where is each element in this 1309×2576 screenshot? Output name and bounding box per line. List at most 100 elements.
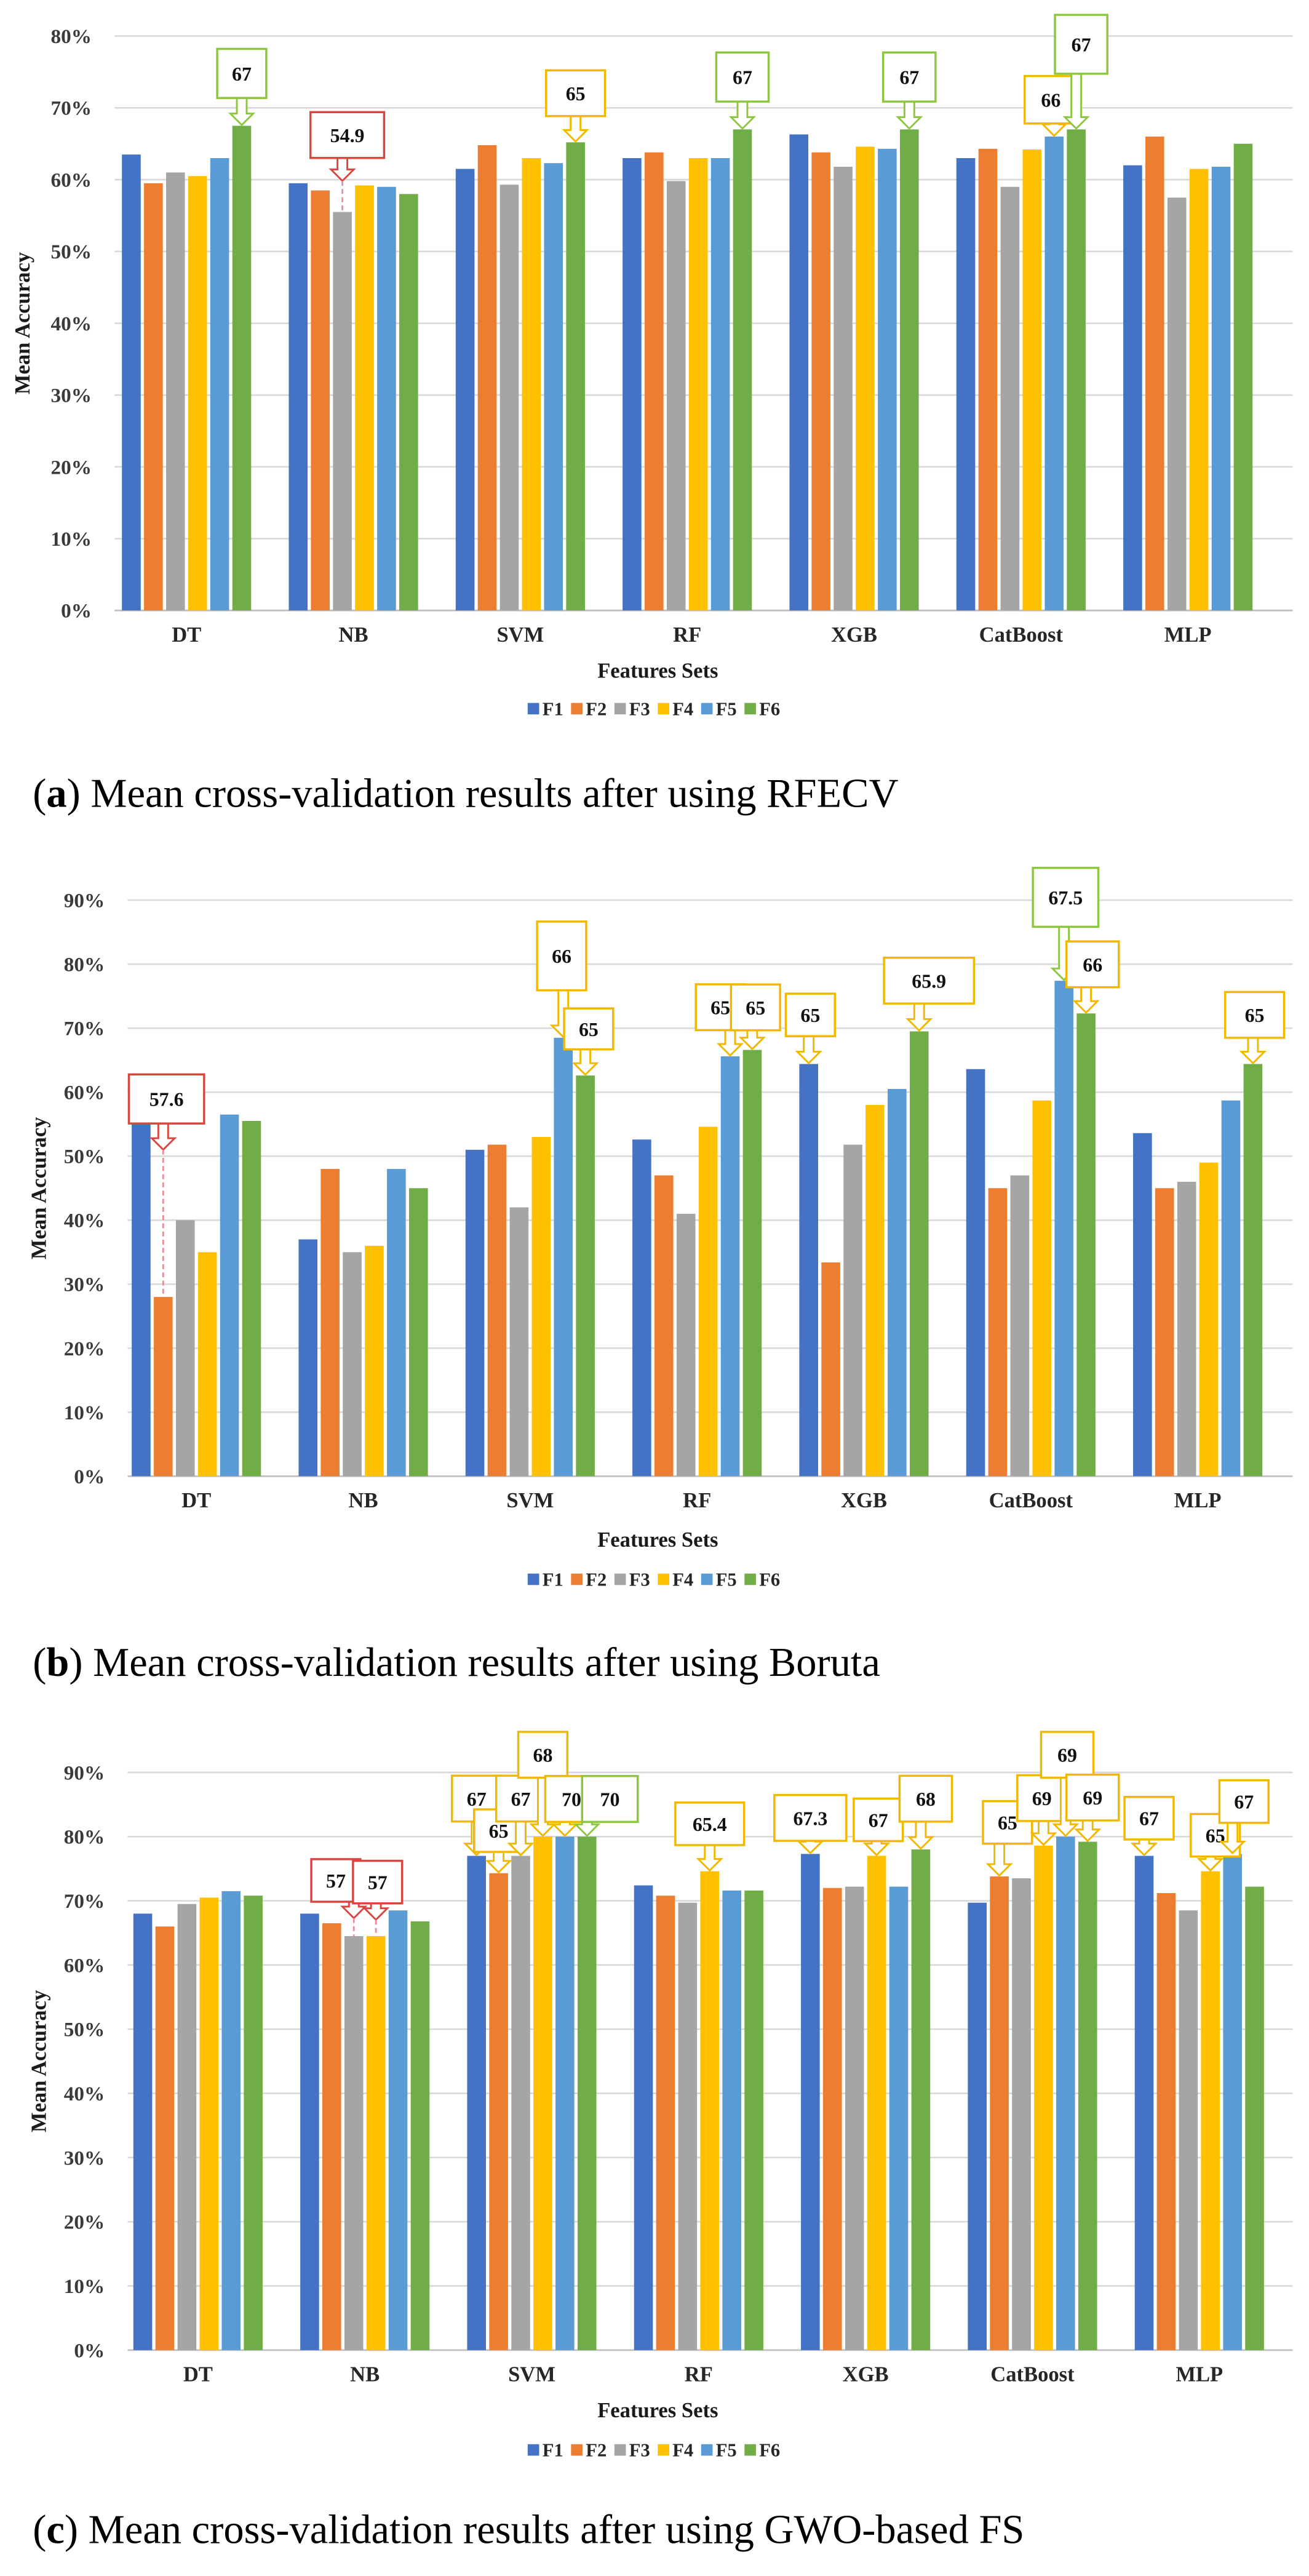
bar-mlp-f3	[1167, 197, 1187, 611]
callout-label: 57	[368, 1872, 388, 1894]
legend-label: F5	[716, 1569, 737, 1590]
legend-item-f4: F4	[658, 1569, 693, 1590]
y-tick-label: 40%	[64, 1210, 105, 1232]
caption-text: ) Mean cross-validation results after us…	[65, 2508, 1025, 2553]
callout-label: 54.9	[330, 125, 365, 146]
callout-box	[1065, 1773, 1120, 1822]
legend-swatch	[658, 1573, 669, 1585]
callout-catboost-f5: 67.5	[1032, 866, 1100, 981]
x-category-label: NB	[348, 1489, 378, 1512]
bar-catboost-f3	[1010, 1175, 1030, 1477]
legend: F1 F2 F3 F4 F5 F6	[527, 699, 780, 720]
bar-rf-f1	[632, 1139, 651, 1477]
bar-mlp-f4	[1199, 1162, 1219, 1477]
y-tick-label: 70%	[64, 1890, 105, 1913]
bar-xgb-f3	[843, 1144, 862, 1477]
legend-label: F4	[672, 699, 693, 720]
callout-arrow	[905, 1001, 933, 1032]
bar-catboost-f6	[1078, 1841, 1097, 2350]
bar-nb-f4	[355, 185, 374, 611]
y-tick-label: 10%	[64, 1402, 105, 1424]
legend-item-f2: F2	[571, 699, 607, 720]
bar-nb-f2	[320, 1169, 340, 1477]
bar-xgb-f2	[822, 1888, 842, 2350]
bar-dt-f2	[144, 183, 163, 611]
legend-swatch	[744, 703, 756, 715]
bar-dt-f6	[244, 1896, 263, 2350]
legend-label: F5	[716, 699, 737, 720]
y-axis-ticks: 0% 10% 20% 30% 40% 50% 60% 70% 80% 90%	[64, 890, 105, 1488]
bar-dt-f5	[210, 158, 229, 611]
x-category-label: NB	[339, 623, 368, 647]
callout-box	[1223, 991, 1286, 1039]
bar-xgb-f2	[821, 1262, 840, 1477]
legend-label: F6	[759, 1569, 780, 1590]
x-category-label: RF	[673, 623, 701, 647]
bar-svm-f6	[577, 1836, 597, 2350]
bar-nb-f4	[366, 1936, 386, 2350]
x-category-label: SVM	[496, 623, 544, 647]
bar-rf-f1	[634, 1885, 653, 2350]
x-category-label: CatBoost	[979, 623, 1064, 647]
bar-nb-f3	[344, 1936, 364, 2350]
bar-mlp-f5	[1223, 1854, 1242, 2350]
y-tick-label: 20%	[64, 2211, 105, 2234]
callout-arrow	[228, 95, 256, 127]
callout-arrow	[985, 1841, 1013, 1877]
callout-catboost-f5: 66	[1024, 74, 1078, 137]
legend-swatch	[658, 2444, 669, 2456]
caption-open: (	[33, 2508, 46, 2553]
bar-xgb-f1	[789, 134, 809, 611]
bar-mlp-f5	[1211, 167, 1231, 611]
callout-arrow	[896, 98, 923, 130]
callout-label: 67	[899, 67, 919, 89]
callout-label: 65	[489, 1820, 509, 1842]
callout-label: 67	[232, 63, 252, 85]
legend-label: F4	[672, 1569, 693, 1590]
y-tick-label: 70%	[64, 1018, 105, 1040]
bar-mlp-f2	[1155, 1188, 1174, 1477]
x-category-label: RF	[683, 1489, 711, 1512]
bar-rf-f3	[666, 181, 686, 611]
callout-xgb-f6: 67	[882, 51, 937, 130]
bar-dt-f4	[199, 1897, 219, 2350]
callout-label: 65	[800, 1005, 820, 1026]
bar-rf-f1	[623, 158, 642, 611]
bar-xgb-f3	[834, 167, 853, 611]
bar-rf-f5	[722, 1890, 741, 2350]
x-axis-title: Features Sets	[597, 2399, 718, 2422]
legend-label: F2	[586, 2440, 607, 2461]
x-category-label: XGB	[843, 2363, 889, 2386]
legend-item-f1: F1	[527, 2440, 563, 2461]
y-tick-label: 40%	[50, 313, 92, 335]
bar-nb-f1	[288, 183, 308, 611]
callout-label: 66	[1041, 90, 1060, 111]
callout-label: 65.4	[693, 1814, 727, 1835]
y-tick-label: 80%	[50, 25, 92, 48]
callouts: 67 54.9 65 67 67 66 67	[216, 14, 1108, 212]
caption-label: c	[46, 2508, 65, 2553]
x-axis-categories: DT NB SVM RF XGB CatBoost MLP	[172, 623, 1211, 647]
bar-rf-f6	[742, 1050, 762, 1477]
bar-mlp-f2	[1145, 136, 1164, 611]
bar-mlp-f4	[1201, 1871, 1220, 2350]
callout-arrow	[149, 1121, 177, 1151]
bar-svm-f1	[455, 169, 475, 611]
bar-xgb-f5	[888, 1088, 907, 1477]
y-tick-label: 40%	[64, 2083, 105, 2105]
chart-rfecv: 0% 10% 20% 30% 40% 50% 60% 70% 80% Mean Accuracy D…	[11, 14, 1293, 720]
bar-rf-f4	[688, 158, 708, 611]
bar-rf-f3	[678, 1902, 698, 2350]
bar-nb-f3	[333, 212, 352, 611]
caption-open: (	[33, 771, 46, 816]
x-category-label: CatBoost	[989, 1489, 1073, 1512]
callout-arrow	[507, 1819, 535, 1857]
bar-mlp-f6	[1245, 1886, 1264, 2350]
callout-xgb-f6: 65.9	[883, 956, 976, 1032]
legend: F1 F2 F3 F4 F5 F6	[527, 2440, 780, 2461]
bar-xgb-f6	[900, 129, 919, 611]
callout-catboost-f6: 67	[1054, 14, 1108, 130]
callout-label: 67	[869, 1809, 888, 1831]
bar-dt-f1	[122, 154, 141, 611]
